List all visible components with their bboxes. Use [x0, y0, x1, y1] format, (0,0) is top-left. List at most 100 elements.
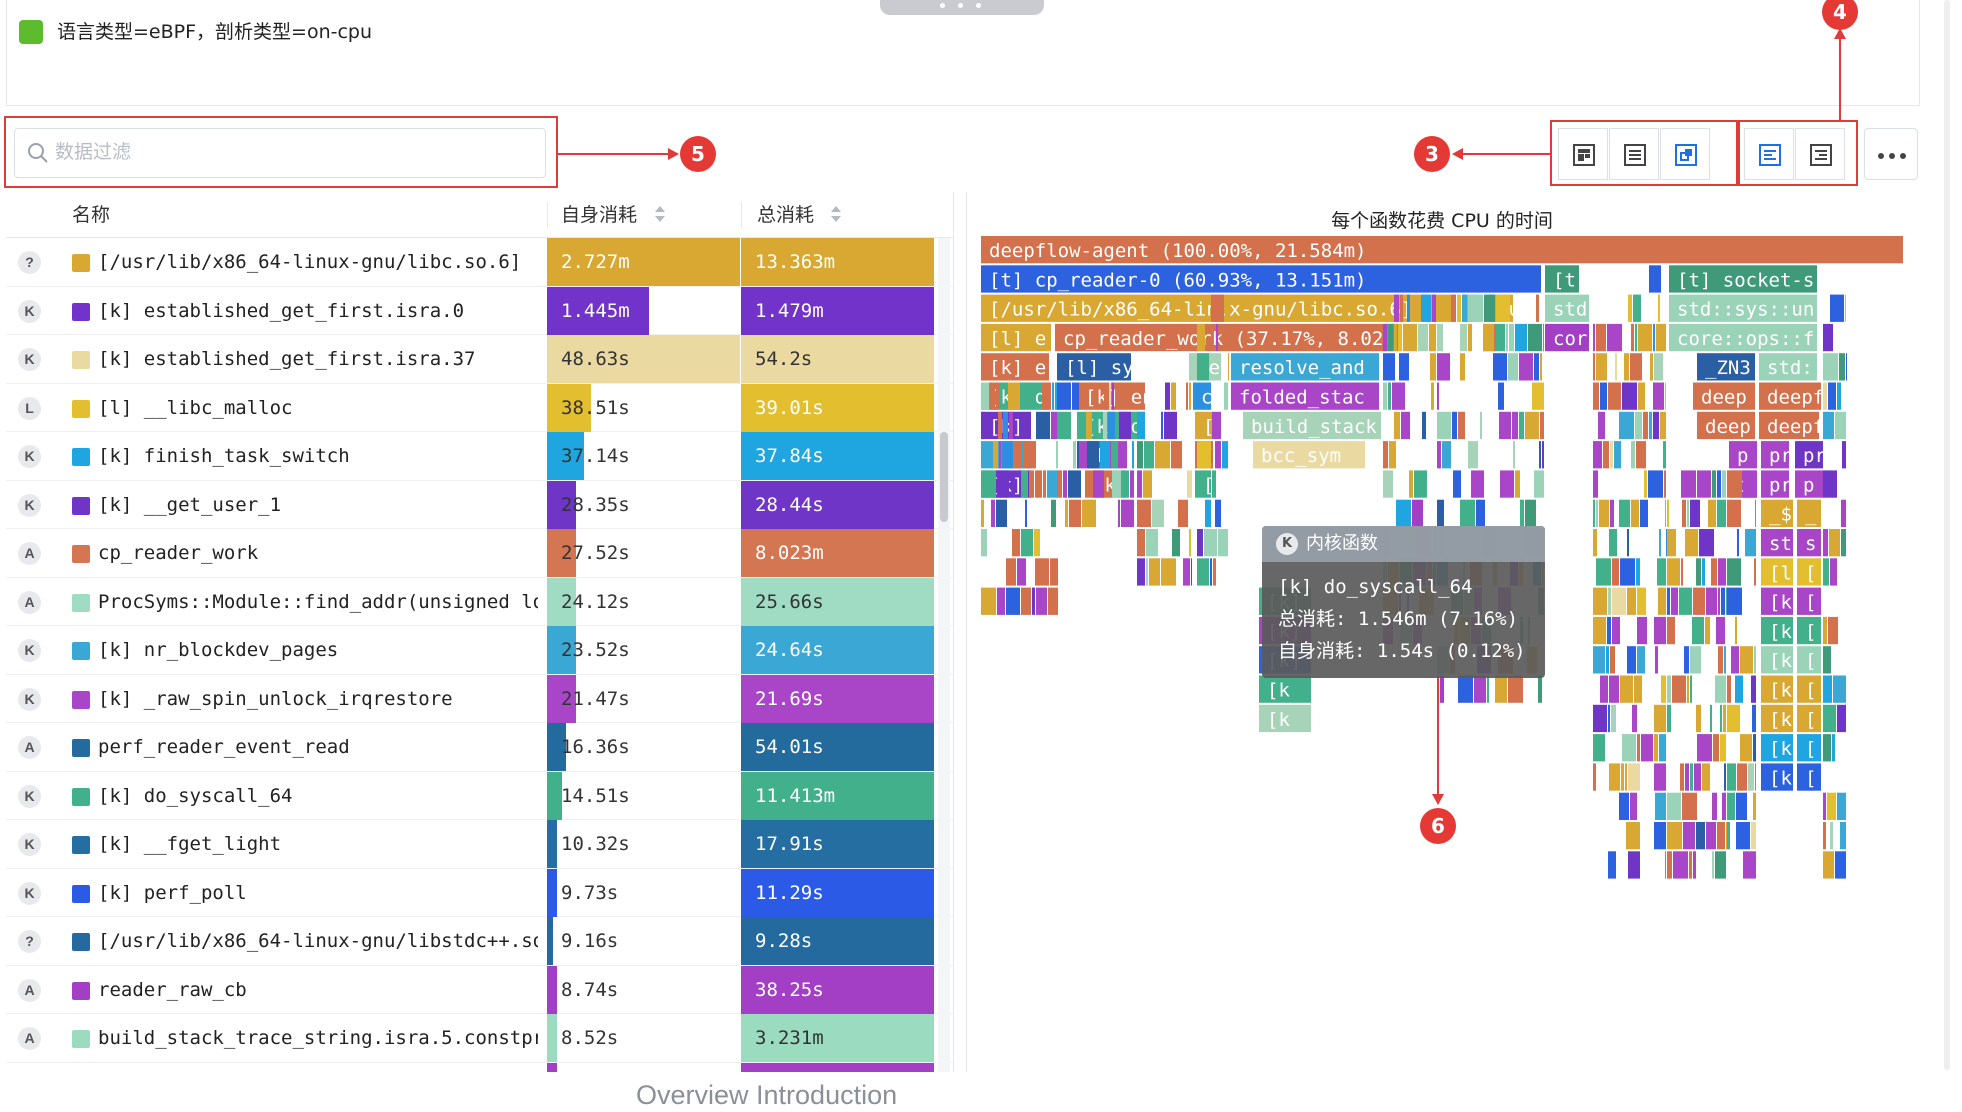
flame-frame[interactable] [1608, 587, 1611, 615]
flame-frame[interactable] [1720, 734, 1726, 762]
flame-frame[interactable] [1681, 470, 1696, 498]
flame-frame[interactable] [1731, 646, 1739, 674]
flame-frame[interactable] [1087, 441, 1099, 469]
flame-frame[interactable] [1648, 470, 1663, 498]
flame-frame[interactable] [1637, 734, 1640, 762]
flame-frame[interactable] [1665, 851, 1666, 879]
flame-frame[interactable] [1596, 499, 1598, 527]
flame-frame[interactable] [1499, 411, 1511, 440]
flame-frame[interactable] [1388, 323, 1393, 352]
flame-frame[interactable] [1243, 411, 1381, 440]
flame-frame[interactable] [1682, 499, 1686, 527]
flame-frame[interactable] [1172, 529, 1180, 557]
flame-frame[interactable] [1659, 734, 1666, 762]
flame-frame[interactable] [1726, 822, 1727, 850]
flame-frame[interactable] [1498, 382, 1504, 410]
flame-frame[interactable] [1706, 822, 1716, 850]
flame-frame[interactable] [1210, 558, 1212, 586]
flame-frame[interactable] [1612, 558, 1619, 586]
flame-frame[interactable] [1753, 734, 1756, 762]
flame-frame[interactable] [1216, 323, 1218, 352]
flame-frame[interactable] [1625, 763, 1627, 791]
flame-frame[interactable] [1633, 294, 1641, 322]
flame-frame[interactable] [1842, 441, 1846, 469]
flame-frame[interactable] [1729, 441, 1757, 469]
flame-frame[interactable] [1193, 382, 1211, 410]
flame-frame[interactable] [1706, 587, 1717, 615]
flame-frame[interactable] [1614, 441, 1621, 469]
flame-frame[interactable] [999, 441, 1001, 469]
flame-frame[interactable] [1823, 734, 1831, 762]
flame-frame[interactable] [1534, 353, 1539, 381]
flame-frame[interactable] [1593, 470, 1598, 498]
flame-frame[interactable] [1837, 704, 1846, 733]
flame-frame[interactable] [1593, 323, 1595, 352]
flame-frame[interactable] [1823, 470, 1837, 498]
flame-frame[interactable] [1637, 646, 1645, 674]
flame-frame[interactable] [981, 411, 985, 440]
flame-frame[interactable] [1608, 851, 1616, 879]
flame-frame[interactable] [1630, 353, 1642, 381]
table-row[interactable]: K [k] __fget_light 10.32s 17.91s [6, 820, 953, 869]
flame-frame[interactable] [1412, 499, 1423, 527]
flame-frame[interactable] [1480, 411, 1482, 440]
flame-frame[interactable] [981, 470, 996, 498]
sort-icon[interactable] [830, 206, 842, 224]
flame-frame[interactable] [1669, 265, 1817, 293]
flame-frame[interactable] [1593, 763, 1596, 791]
flame-frame[interactable] [1638, 382, 1645, 410]
flame-frame[interactable] [1109, 382, 1111, 410]
flame-frame[interactable] [1442, 441, 1451, 469]
flame-frame[interactable] [1189, 382, 1191, 410]
flame-frame[interactable] [1610, 441, 1613, 469]
table-row[interactable]: K [k] do_syscall_64 14.51s 11.413m [6, 771, 953, 820]
flame-frame[interactable] [1519, 353, 1533, 381]
table-row[interactable]: ? [/usr/lib/x86_64-linux-gnu/libstdc++.so… [6, 917, 953, 966]
flame-frame[interactable] [1130, 470, 1134, 498]
flame-frame[interactable] [1654, 822, 1666, 850]
flame-frame[interactable] [1021, 470, 1028, 498]
table-row[interactable]: K [k] perf_poll 9.73s 11.29s [6, 868, 953, 917]
flame-frame[interactable] [1068, 470, 1081, 498]
flame-frame[interactable] [1006, 558, 1016, 586]
flame-frame[interactable] [1532, 382, 1544, 410]
flame-frame[interactable] [1761, 529, 1793, 557]
flame-frame[interactable] [1795, 441, 1823, 469]
flame-frame[interactable] [1057, 382, 1071, 410]
flame-frame[interactable] [1519, 411, 1524, 440]
flame-frame[interactable] [1636, 441, 1646, 469]
flame-frame[interactable] [1606, 646, 1609, 674]
flame-frame[interactable] [1161, 411, 1163, 440]
flame-frame[interactable] [1718, 558, 1726, 586]
flame-frame[interactable] [1414, 470, 1427, 498]
flame-frame[interactable] [1699, 529, 1714, 557]
flame-frame[interactable] [1512, 411, 1518, 440]
flame-frame[interactable] [1841, 529, 1846, 557]
flame-frame[interactable] [1635, 411, 1642, 440]
flame-frame[interactable] [1761, 441, 1789, 469]
resize-handle[interactable] [880, 0, 1044, 15]
flame-frame[interactable] [1608, 704, 1610, 733]
flame-frame[interactable] [1429, 323, 1436, 352]
flame-frame[interactable] [1690, 763, 1693, 791]
table-view-button[interactable] [1609, 128, 1659, 180]
table-row[interactable]: Abuild_stack_trace_string.isra.5.constpr… [6, 1014, 953, 1063]
flame-frame[interactable] [1797, 587, 1821, 615]
flame-frame[interactable] [1755, 499, 1756, 527]
flame-frame[interactable] [1697, 411, 1755, 440]
flame-frame[interactable] [1009, 411, 1013, 440]
flame-frame[interactable] [981, 353, 1049, 381]
flame-frame[interactable] [1048, 587, 1058, 615]
table-row[interactable]: ? [/usr/lib/x86_64-linux-gnu/libc.so.6] 2.… [6, 238, 953, 287]
sort-icon[interactable] [654, 206, 666, 224]
flame-frame[interactable] [1735, 616, 1737, 645]
flame-frame[interactable] [1830, 822, 1833, 850]
flame-frame[interactable] [1596, 353, 1607, 381]
flame-frame[interactable] [1696, 822, 1705, 850]
flame-frame[interactable] [1487, 675, 1489, 703]
flame-frame[interactable] [1146, 529, 1158, 557]
flame-frame[interactable] [1761, 558, 1793, 586]
flame-frame[interactable] [1655, 646, 1658, 674]
flame-frame[interactable] [1460, 323, 1467, 352]
align-right-button[interactable] [1795, 128, 1845, 180]
